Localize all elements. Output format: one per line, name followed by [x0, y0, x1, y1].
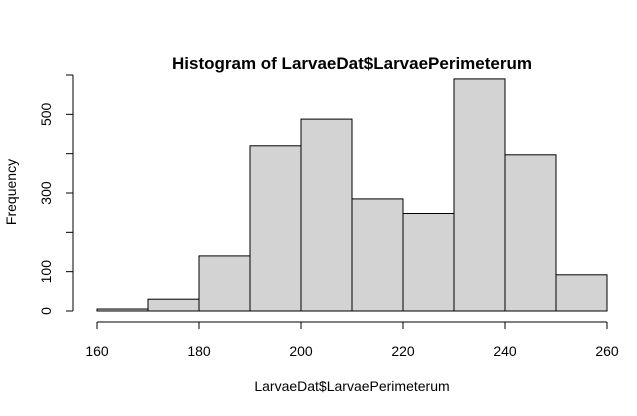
x-axis: 160 180 200 220 240 260: [85, 321, 619, 359]
x-axis-label: LarvaeDat$LarvaePerimeterum: [254, 378, 449, 394]
y-axis: 0 100 300 500: [38, 74, 74, 315]
histogram-bar-160-170: [96, 308, 149, 312]
histogram-bar-210-220: [351, 198, 404, 312]
x-tick-label: 180: [187, 343, 211, 359]
x-tick-label: 220: [391, 343, 415, 359]
x-tick-label: 200: [289, 343, 313, 359]
histogram-bar-170-180: [147, 298, 200, 312]
histogram-bar-250-260: [555, 274, 608, 312]
y-tick-label: 0: [38, 307, 54, 315]
y-tick-label: 300: [38, 181, 54, 205]
bars-group: [96, 78, 608, 312]
histogram-bar-180-190: [198, 255, 251, 312]
histogram-bar-240-250: [504, 154, 557, 312]
x-tick-label: 160: [85, 343, 109, 359]
y-tick-label: 100: [38, 260, 54, 284]
histogram-bar-190-200: [249, 145, 302, 312]
y-tick-label: 500: [38, 102, 54, 126]
histogram-bar-200-210: [300, 118, 353, 312]
histogram-bar-230-240: [453, 78, 506, 312]
y-axis-label: Frequency: [3, 159, 19, 225]
chart-title: Histogram of LarvaeDat$LarvaePerimeterum: [172, 54, 532, 73]
x-tick-label: 260: [595, 343, 619, 359]
histogram-bar-220-230: [402, 213, 455, 312]
x-tick-label: 240: [493, 343, 517, 359]
